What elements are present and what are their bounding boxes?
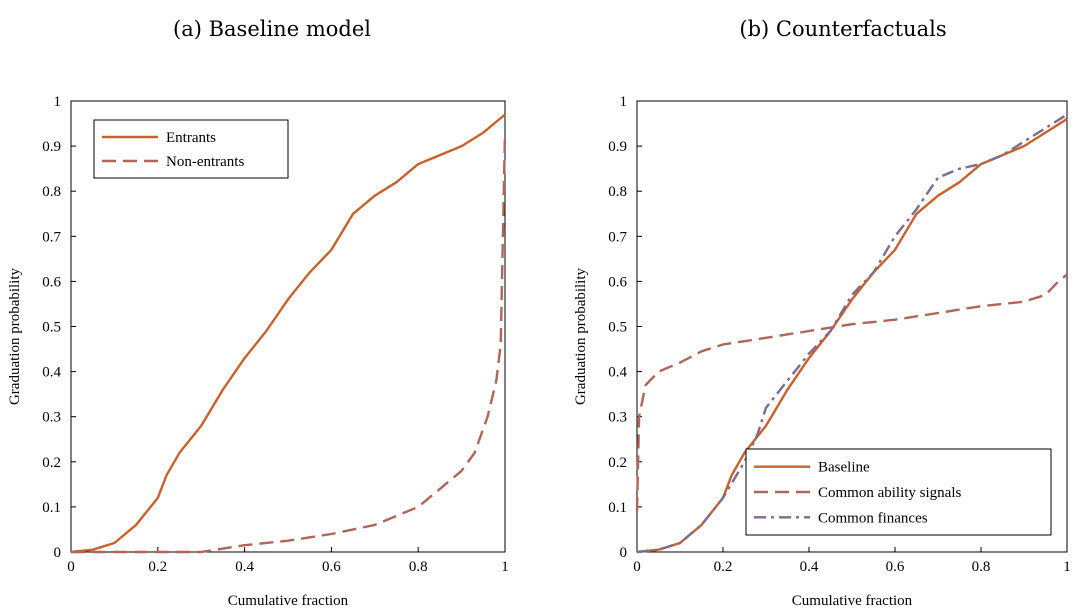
- x-tick-label: 0: [633, 559, 641, 575]
- x-tick-label: 1: [1063, 559, 1071, 575]
- legend-entry-label: Common finances: [818, 510, 928, 526]
- legend: Baseline Common ability signals Common fin…: [745, 448, 1052, 536]
- x-tick-label: 0.8: [409, 559, 428, 575]
- x-tick-label: 0.2: [714, 559, 733, 575]
- y-tick-label: 0.8: [42, 184, 61, 200]
- x-tick-label: 0.4: [235, 559, 254, 575]
- legend-entry-label: Baseline: [818, 460, 870, 476]
- series-line-non-entrants: [71, 132, 507, 554]
- y-tick-label: 0.7: [42, 229, 61, 245]
- y-tick-label: 0.6: [42, 274, 61, 290]
- legend-box: [93, 119, 289, 179]
- series-line-entrants: [70, 113, 506, 554]
- legend-entry-label: Entrants: [166, 130, 216, 146]
- series-line-common-ability-signals: [635, 273, 1068, 512]
- y-tick-label: 0.5: [42, 320, 61, 336]
- x-tick-label: 0.2: [148, 559, 167, 575]
- chart-panel-baseline-model: (a) Baseline model 0 0.2 0.4 0.6 0.8 1 0 0.1 0.2…: [7, 17, 509, 608]
- y-tick-label: 0.9: [608, 139, 627, 155]
- y-tick-label: 0.8: [608, 184, 627, 200]
- y-tick-label: 0: [620, 545, 628, 561]
- y-tick-label: 0.2: [42, 455, 61, 471]
- y-tick-label: 0.3: [42, 410, 61, 426]
- series-line-common-finances: [636, 113, 1068, 554]
- y-tick-label: 1: [54, 94, 62, 110]
- legend: Entrants Non-entrants: [93, 119, 289, 179]
- y-tick-label: 0.1: [608, 500, 627, 516]
- y-tick-label: 0.3: [608, 410, 627, 426]
- chart-title: (a) Baseline model: [173, 17, 371, 41]
- y-tick-label: 0.4: [42, 365, 61, 381]
- y-tick-label: 0.5: [608, 320, 627, 336]
- y-tick-label: 0.9: [42, 139, 61, 155]
- x-axis-label: Cumulative fraction: [228, 593, 349, 608]
- y-tick-label: 0: [54, 545, 62, 561]
- x-axis-label: Cumulative fraction: [792, 593, 913, 608]
- chart-title: (b) Counterfactuals: [739, 17, 946, 41]
- y-axis-label: Graduation probability: [7, 267, 23, 405]
- x-tick-label: 0.4: [800, 559, 819, 575]
- y-tick-label: 0.4: [608, 365, 627, 381]
- y-tick-label: 1: [620, 94, 628, 110]
- x-tick-label: 1: [501, 559, 509, 575]
- y-tick-label: 0.7: [608, 229, 627, 245]
- x-tick-label: 0.6: [886, 559, 905, 575]
- x-tick-label: 0.8: [972, 559, 991, 575]
- y-axis-label: Graduation probability: [573, 267, 589, 405]
- legend-entry-label: Common ability signals: [818, 485, 961, 501]
- x-tick-label: 0.6: [322, 559, 341, 575]
- chart-panel-counterfactuals: (b) Counterfactuals 0 0.2 0.4 0.6 0.8 1 0 0.1 0.…: [573, 17, 1071, 608]
- y-tick-label: 0.1: [42, 500, 61, 516]
- y-tick-label: 0.2: [608, 455, 627, 471]
- x-tick-label: 0: [67, 559, 75, 575]
- y-tick-label: 0.6: [608, 274, 627, 290]
- legend-entry-label: Non-entrants: [166, 154, 244, 170]
